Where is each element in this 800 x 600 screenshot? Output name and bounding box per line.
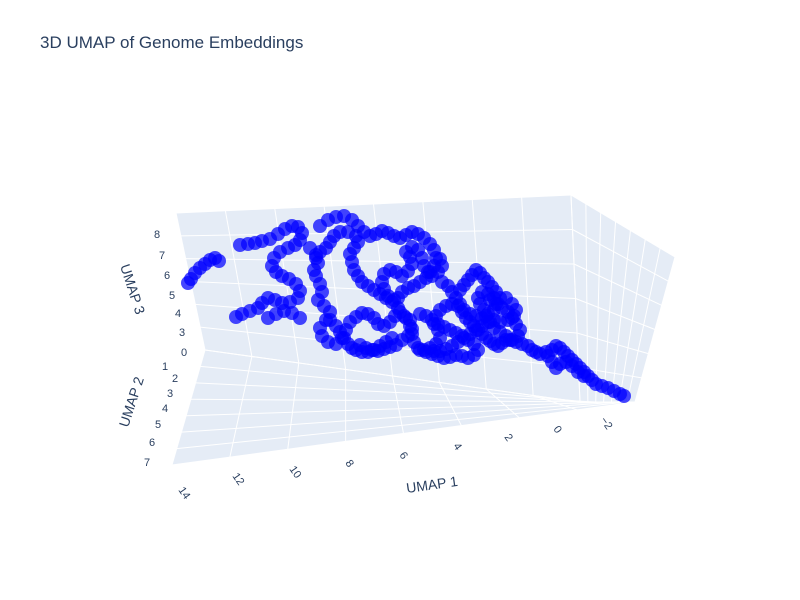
grid-line <box>200 365 588 403</box>
z-tick: 0 <box>181 347 187 359</box>
data-point <box>212 254 226 268</box>
x-axis-title: UMAP 1 <box>405 473 459 496</box>
data-point <box>487 291 501 305</box>
data-point <box>453 283 467 297</box>
grid-line <box>570 194 676 258</box>
data-point <box>617 389 631 403</box>
chart-title: 3D UMAP of Genome Embeddings <box>40 33 304 52</box>
x-tick: 10 <box>287 464 304 481</box>
grid-line <box>175 194 572 214</box>
x-tick: −2 <box>598 415 615 432</box>
grid-line <box>186 401 612 417</box>
z-tick: 4 <box>175 308 181 320</box>
grid-line <box>573 263 662 306</box>
grid-line <box>576 332 649 355</box>
x-tick: 4 <box>451 441 464 453</box>
data-point <box>293 311 307 325</box>
data-point <box>413 307 427 321</box>
y-tick: 4 <box>162 403 168 415</box>
x-tick: 6 <box>397 450 410 462</box>
floor-plane <box>172 350 635 465</box>
z-tick: 5 <box>169 290 175 302</box>
grid-line <box>190 398 604 403</box>
y-tick: 7 <box>144 457 150 469</box>
x-tick: 8 <box>343 458 356 470</box>
data-point <box>385 331 399 345</box>
grid-line <box>572 229 669 282</box>
y-tick: 5 <box>155 419 161 431</box>
data-point <box>229 310 243 324</box>
y-tick: 1 <box>162 361 168 373</box>
grid-line <box>204 349 581 403</box>
grid-line <box>485 388 520 419</box>
z-tick: 7 <box>159 250 165 262</box>
data-point <box>309 251 323 265</box>
z-axis-title: UMAP 3 <box>117 262 148 316</box>
x-tick: 2 <box>502 432 515 444</box>
tick-labels: 14 12 10 8 6 4 2 0 −2 1 2 3 4 5 6 7 0 3 … <box>144 229 615 502</box>
grid-line <box>287 362 300 450</box>
y-tick: 2 <box>172 373 178 385</box>
y-tick: 3 <box>167 388 173 400</box>
x-tick: 0 <box>551 424 564 436</box>
y-tick: 6 <box>149 437 155 449</box>
grid-line <box>195 382 596 403</box>
x-tick: 14 <box>176 485 193 502</box>
grid-line <box>575 298 656 330</box>
data-points <box>181 209 631 403</box>
y-axis-title: UMAP 2 <box>116 374 147 428</box>
grid-line <box>181 401 620 433</box>
grid-line <box>171 349 206 466</box>
grid-line <box>392 375 404 434</box>
grid-line <box>176 401 628 450</box>
grid-line <box>185 258 575 265</box>
grid-line <box>438 382 462 426</box>
data-point <box>433 252 447 266</box>
z-tick: 6 <box>164 270 170 282</box>
data-point <box>577 369 591 383</box>
grid-line <box>229 356 253 458</box>
x-tick: 12 <box>230 471 247 488</box>
grid-line <box>171 401 636 466</box>
z-tick: 3 <box>179 327 185 339</box>
z-tick: 8 <box>154 229 160 241</box>
